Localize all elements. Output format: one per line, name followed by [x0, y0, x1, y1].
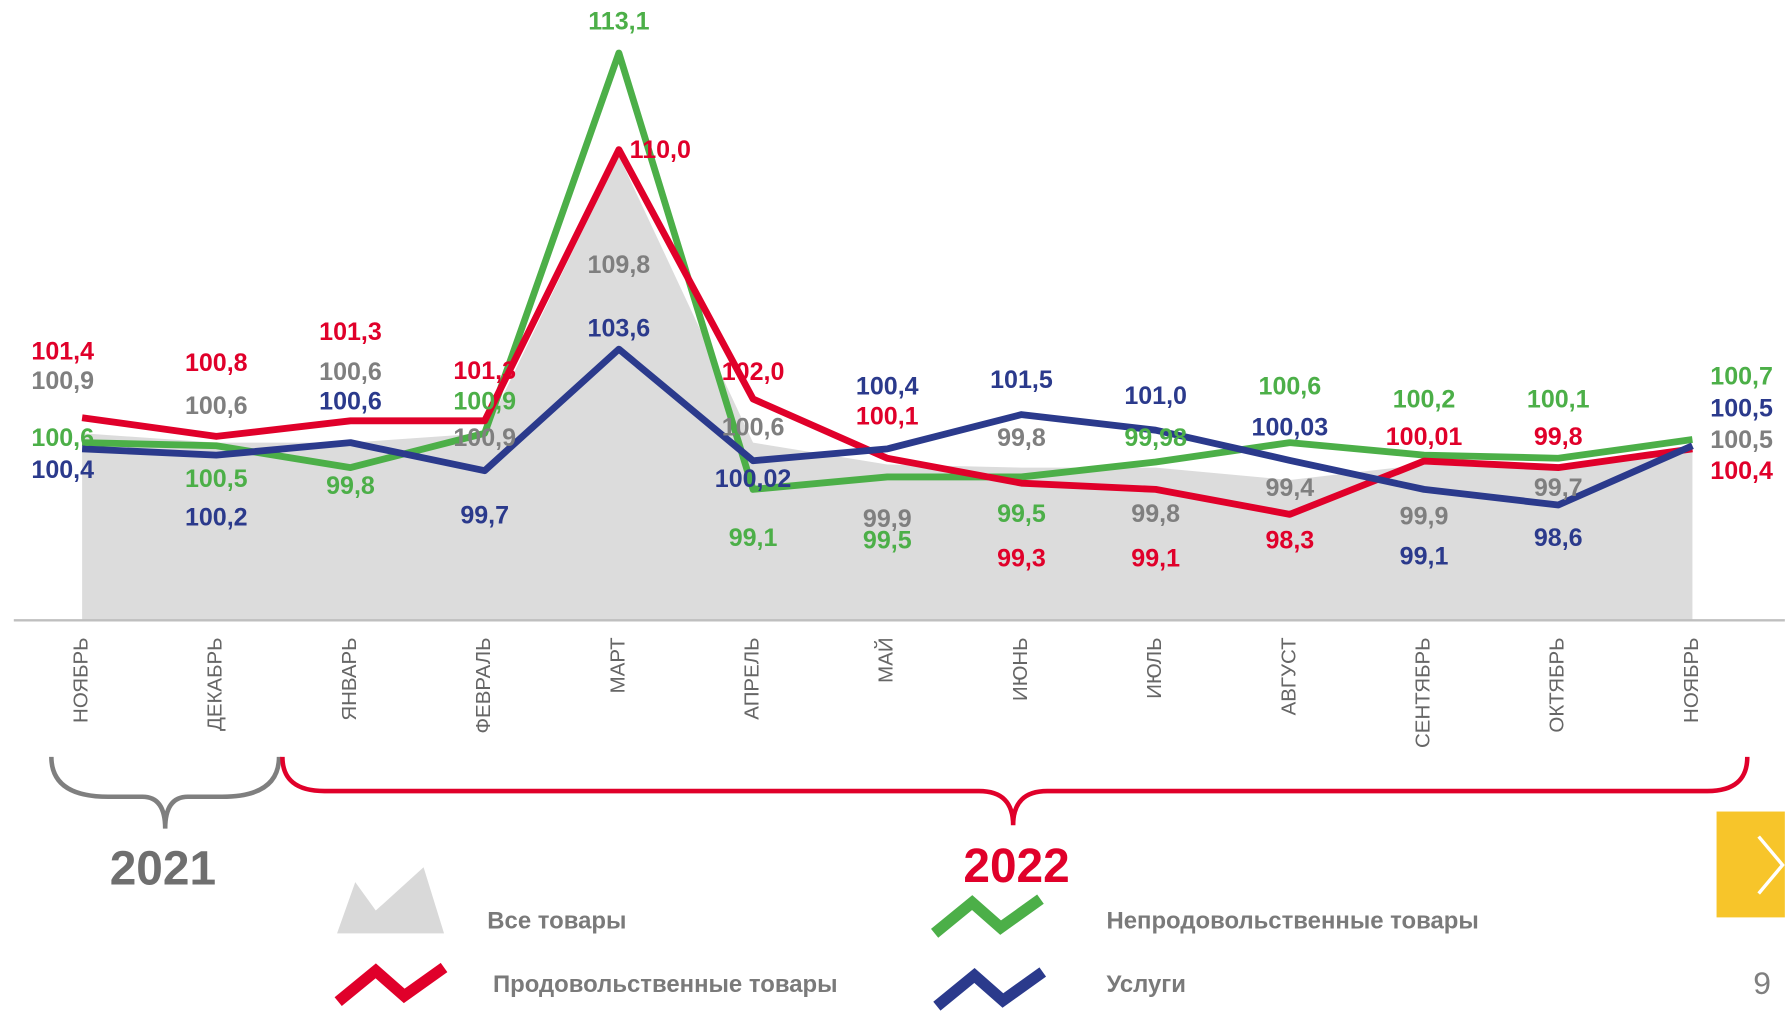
value-label: 99,1	[729, 524, 778, 552]
value-label: 99,3	[997, 545, 1046, 573]
next-button[interactable]	[1716, 811, 1785, 918]
x-tick-label: НОЯБРЬ	[70, 637, 93, 723]
value-label: 101,5	[990, 366, 1053, 394]
value-label: 113,1	[588, 7, 649, 35]
x-tick-label: МАЙ	[874, 637, 898, 682]
value-label: 99,8	[1131, 500, 1180, 528]
next-button-bg[interactable]	[1716, 811, 1785, 918]
year-label: 2021	[110, 842, 216, 895]
value-label: 99,4	[1265, 474, 1314, 502]
value-label: 100,1	[856, 402, 919, 430]
value-label: 100,2	[185, 504, 248, 532]
value-label: 101,3	[453, 357, 516, 385]
x-tick-label: ИЮЛЬ	[1143, 637, 1166, 698]
value-label: 99,9	[863, 505, 912, 533]
value-label: 100,5	[185, 465, 248, 493]
brace-2021	[49, 756, 282, 829]
value-label: 100,9	[453, 388, 516, 416]
x-tick-label: НОЯБРЬ	[1680, 637, 1703, 723]
value-label: 99,1	[1131, 545, 1180, 573]
value-label: 99,9	[1400, 502, 1449, 530]
value-label: 100,6	[722, 414, 785, 442]
next-arrow[interactable]	[1757, 835, 1785, 895]
value-label: 99,8	[997, 424, 1046, 452]
value-label: 100,4	[856, 373, 919, 401]
value-label: 100,2	[1393, 385, 1456, 413]
value-label: 99,5	[863, 526, 912, 554]
value-label: 99,98	[1124, 424, 1187, 452]
value-label: 100,02	[715, 465, 792, 493]
value-label: 100,9	[31, 367, 94, 395]
year-label: 2022	[963, 840, 1069, 893]
x-tick-label: АВГУСТ	[1277, 637, 1300, 715]
value-label: 100,8	[185, 349, 248, 377]
value-label: 100,6	[31, 424, 94, 452]
value-label: 102,0	[722, 358, 785, 386]
value-label: 99,5	[997, 500, 1046, 528]
line	[81, 345, 1694, 509]
legend-icon	[931, 894, 1044, 938]
value-label: 100,7	[1710, 362, 1773, 390]
legend-label: Продовольственные товары	[493, 971, 838, 998]
value-label: 100,01	[1386, 423, 1463, 451]
value-label: 100,5	[1710, 426, 1773, 454]
x-tick-label: СЕНТЯБРЬ	[1411, 637, 1434, 748]
legend-label: Непродовольственные товары	[1106, 907, 1478, 934]
value-label: 109,8	[588, 251, 651, 279]
value-label: 100,1	[1527, 385, 1590, 413]
value-label: 110,0	[630, 136, 691, 164]
legend-icon	[337, 867, 445, 934]
value-label: 100,6	[1259, 373, 1322, 401]
area	[82, 155, 1693, 621]
x-tick-label: ЯНВАРЬ	[338, 637, 361, 720]
line	[82, 49, 1693, 493]
value-label: 100,4	[31, 456, 94, 484]
value-label: 99,8	[326, 472, 375, 500]
line	[81, 146, 1693, 518]
value-label: 100,6	[319, 358, 382, 386]
value-label: 101,4	[31, 337, 94, 365]
value-label: 103,6	[588, 315, 651, 343]
brace-2022	[280, 756, 1750, 826]
value-label: 98,3	[1265, 526, 1314, 554]
x-tick-label: АПРЕЛЬ	[740, 637, 763, 719]
value-label: 99,8	[1534, 423, 1583, 451]
x-tick-label: ФЕВРАЛЬ	[472, 637, 495, 733]
value-label: 99,7	[460, 501, 509, 529]
value-label: 100,6	[319, 388, 382, 416]
legend-label: Услуги	[1106, 971, 1185, 998]
legend-label: Все товары	[487, 907, 626, 934]
value-label: 101,0	[1124, 382, 1187, 410]
plot	[81, 49, 1694, 621]
x-tick-label: ИЮНЬ	[1009, 637, 1032, 701]
x-tick-label: ОКТЯБРЬ	[1546, 637, 1569, 732]
page-number: 9	[1753, 965, 1771, 1001]
value-label: 98,6	[1534, 524, 1583, 552]
value-label: 101,3	[319, 318, 382, 346]
value-label: 100,5	[1710, 394, 1773, 422]
value-label: 100,9	[453, 424, 516, 452]
value-label: 100,03	[1252, 414, 1329, 442]
value-label: 99,1	[1400, 542, 1449, 570]
x-tick-label: МАРТ	[606, 637, 629, 693]
value-label: 100,6	[185, 392, 248, 420]
value-label: 100,4	[1710, 457, 1773, 485]
value-label: 99,7	[1534, 474, 1583, 502]
x-tick-label: ДЕКАБРЬ	[204, 637, 227, 731]
legend-icon	[933, 967, 1047, 1011]
legend-icon	[334, 962, 448, 1007]
